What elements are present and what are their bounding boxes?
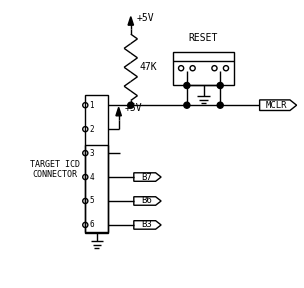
Polygon shape (260, 100, 297, 111)
Text: +5V: +5V (136, 13, 154, 23)
Polygon shape (128, 17, 133, 25)
Polygon shape (134, 173, 161, 181)
Text: 1: 1 (89, 101, 94, 110)
Text: 6: 6 (89, 220, 94, 230)
Polygon shape (134, 221, 161, 229)
Circle shape (217, 102, 223, 108)
Polygon shape (134, 197, 161, 205)
Bar (85, 145, 108, 234)
Text: MCLR: MCLR (266, 101, 287, 110)
Bar (173, 52, 234, 85)
Text: RESET: RESET (189, 33, 218, 43)
Text: B3: B3 (141, 220, 152, 230)
Circle shape (217, 82, 223, 88)
Bar (85, 96, 108, 232)
Text: 4: 4 (89, 173, 94, 181)
Polygon shape (116, 107, 121, 116)
Circle shape (184, 102, 190, 108)
Text: 2: 2 (89, 125, 94, 134)
Text: 5: 5 (89, 196, 94, 206)
Text: B6: B6 (141, 196, 152, 206)
Text: 47K: 47K (140, 62, 157, 72)
Circle shape (128, 102, 134, 108)
Text: B7: B7 (141, 173, 152, 181)
Text: +5V: +5V (124, 103, 142, 113)
Circle shape (184, 82, 190, 88)
Text: 3: 3 (89, 149, 94, 158)
Text: TARGET ICD
CONNECTOR: TARGET ICD CONNECTOR (30, 160, 80, 179)
